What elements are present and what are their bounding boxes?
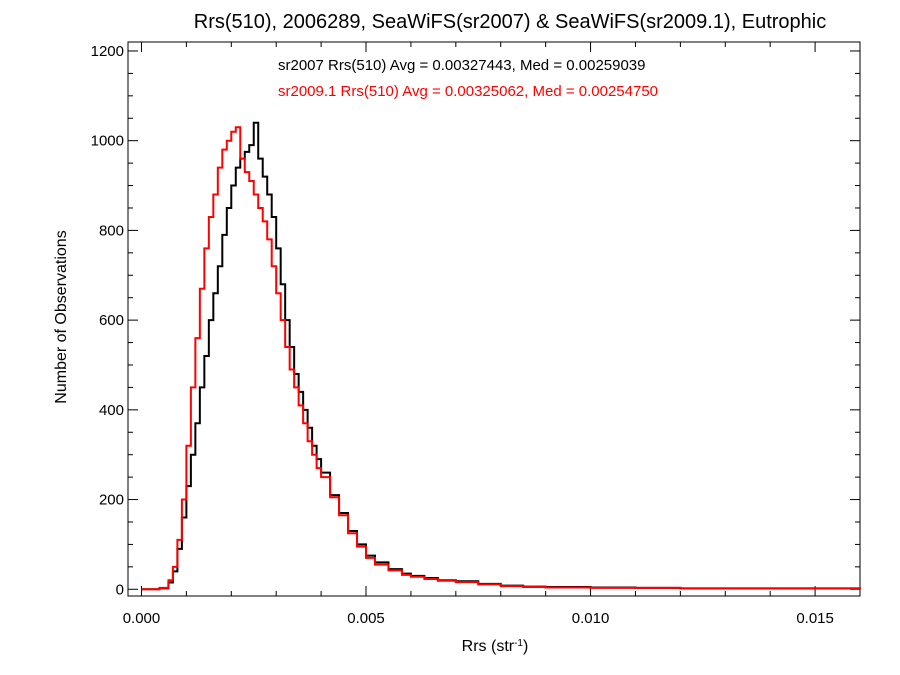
y-tick-label: 600 — [99, 312, 124, 329]
y-tick-label: 1200 — [91, 43, 124, 60]
y-tick-label: 800 — [99, 222, 124, 239]
series-group — [141, 121, 861, 591]
x-tick-label: 0.010 — [572, 610, 610, 627]
y-tick-label: 1000 — [91, 133, 124, 150]
y-tick-label: 0 — [116, 581, 124, 598]
x-axis-label-tail: ) — [523, 638, 528, 655]
annotation-sr2007: sr2007 Rrs(510) Avg = 0.00327443, Med = … — [278, 57, 646, 74]
x-axis-label-base: Rrs (str — [462, 638, 515, 655]
x-axis: 0.000 0.005 0.010 0.015 — [123, 42, 861, 627]
series-line-sr2009 — [141, 126, 861, 591]
chart-title: Rrs(510), 2006289, SeaWiFS(sr2007) & Sea… — [194, 11, 827, 33]
x-tick-label: 0.015 — [796, 610, 834, 627]
x-axis-label-sup: -1 — [514, 638, 523, 649]
y-axis: 0 200 400 600 800 1000 1200 — [91, 43, 860, 598]
x-tick-label: 0.005 — [347, 610, 385, 627]
y-tick-label: 200 — [99, 492, 124, 509]
plot-frame — [127, 41, 861, 597]
plot-border — [127, 41, 861, 597]
x-tick-label: 0.000 — [123, 610, 161, 627]
x-axis-label: Rrs (str-1) — [462, 638, 529, 656]
y-tick-label: 400 — [99, 402, 124, 419]
annotation-sr2009: sr2009.1 Rrs(510) Avg = 0.00325062, Med … — [278, 83, 658, 100]
y-axis-label: Number of Observations — [53, 230, 70, 403]
